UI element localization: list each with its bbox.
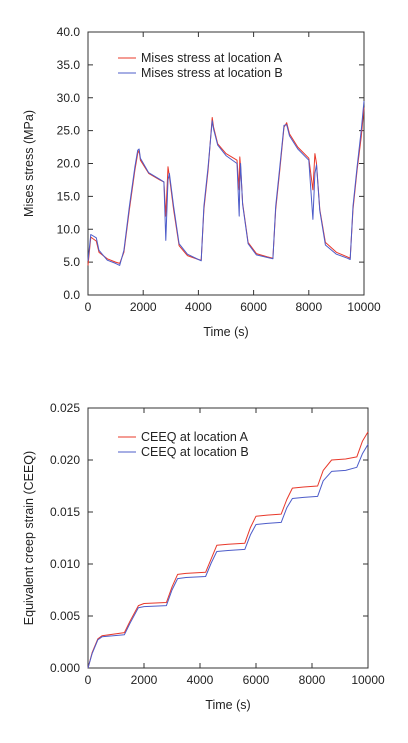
x-tick-label: 6000 <box>240 300 267 314</box>
x-axis-label: Time (s) <box>203 325 248 339</box>
y-axis-label: Mises stress (MPa) <box>22 110 36 217</box>
y-tick-label: 0.000 <box>50 661 80 675</box>
plot-frame <box>87 407 369 669</box>
legend-label-1: Mises stress at location A <box>141 51 283 65</box>
chart-1: 0.0 5.0 10.0 15.0 20.0 25.0 30.0 35.0 40.0 0 2000 4… <box>22 25 381 339</box>
y-tick-label: 20.0 <box>57 157 81 171</box>
x-tick-label: 8000 <box>299 673 326 687</box>
y-tick-label: 30.0 <box>57 91 81 105</box>
chart-2: 0.000 0.005 0.010 0.015 0.020 0.025 0 2000 4000 6… <box>22 401 385 712</box>
x-tick-label: 2000 <box>130 300 157 314</box>
x-tick-label: 2000 <box>131 673 158 687</box>
y-tick-label: 0.0 <box>63 288 80 302</box>
legend-label-2: CEEQ at location B <box>141 445 249 459</box>
x-axis-label: Time (s) <box>205 698 250 712</box>
y-tick-label: 5.0 <box>63 255 80 269</box>
y-tick-label: 0.020 <box>50 453 80 467</box>
x-tick-label: 4000 <box>187 673 214 687</box>
series-line-1 <box>87 431 369 669</box>
series-line-2 <box>87 444 369 669</box>
y-tick-label: 25.0 <box>57 124 81 138</box>
legend-label-2: Mises stress at location B <box>141 66 283 80</box>
y-tick-label: 10.0 <box>57 222 81 236</box>
series-line-2 <box>87 100 365 266</box>
x-tick-label: 0 <box>85 673 92 687</box>
y-tick-label: 0.025 <box>50 401 80 415</box>
legend-label-1: CEEQ at location A <box>141 430 249 444</box>
x-tick-label: 10000 <box>347 300 381 314</box>
y-axis-label: Equivalent creep strain (CEEQ) <box>22 451 36 625</box>
x-tick-label: 0 <box>85 300 92 314</box>
x-tick-label: 10000 <box>351 673 385 687</box>
x-tick-label: 4000 <box>185 300 212 314</box>
y-tick-label: 0.005 <box>50 609 80 623</box>
series-line-1 <box>87 107 365 266</box>
y-tick-label: 0.015 <box>50 505 80 519</box>
y-tick-label: 15.0 <box>57 189 81 203</box>
x-tick-label: 8000 <box>295 300 322 314</box>
y-tick-label: 35.0 <box>57 58 81 72</box>
y-tick-label: 40.0 <box>57 25 81 39</box>
x-tick-label: 6000 <box>243 673 270 687</box>
y-tick-label: 0.010 <box>50 557 80 571</box>
